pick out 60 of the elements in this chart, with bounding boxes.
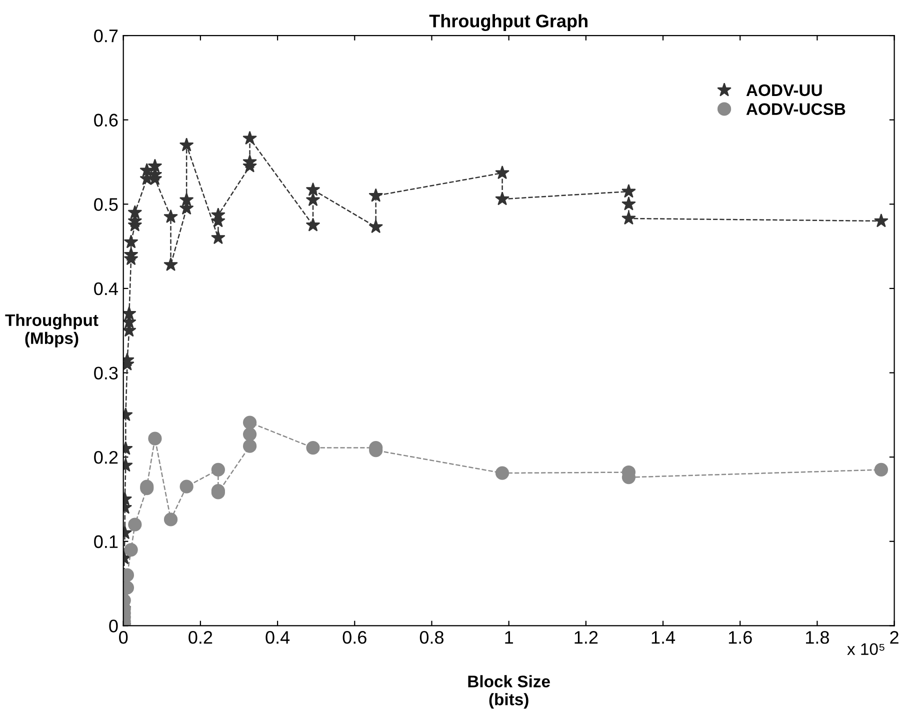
y-tick-label: 0.3	[94, 366, 118, 380]
x-tick-label: 0.2	[188, 631, 212, 644]
point	[495, 192, 510, 206]
point	[179, 138, 194, 152]
point	[242, 439, 257, 453]
point	[622, 184, 636, 198]
y-tick-label: 0.6	[94, 114, 118, 127]
point	[622, 196, 636, 210]
x-tick-label: 0.8	[420, 631, 444, 644]
point	[495, 466, 510, 480]
x-tick-label: 1.2	[574, 631, 598, 644]
point	[124, 543, 138, 557]
point	[164, 209, 178, 223]
point	[368, 188, 383, 202]
point	[211, 230, 226, 244]
point	[306, 192, 320, 206]
point	[148, 158, 162, 172]
x-tick-label: 0.6	[342, 631, 366, 644]
y-tick-label: 0.4	[94, 282, 118, 296]
y-axis-title: Throughput (Mbps)	[5, 314, 98, 348]
point	[306, 182, 320, 196]
x-tick-label: 1.6	[728, 631, 752, 644]
point	[306, 440, 320, 455]
x-tick-label: 1.4	[652, 631, 676, 644]
legend-label: AODV-UU	[746, 84, 822, 96]
point	[123, 306, 136, 320]
y-tick-label: 0.2	[94, 451, 118, 464]
point	[874, 214, 888, 228]
point	[242, 428, 257, 442]
point	[495, 165, 510, 180]
chart-title: Throughput Graph	[429, 14, 588, 32]
y-tick-label: 0.1	[94, 535, 118, 548]
x-tick-label: 1.8	[806, 631, 829, 644]
y-tick-label: 0	[109, 620, 118, 632]
point	[179, 192, 194, 206]
point	[306, 218, 320, 232]
point	[124, 234, 138, 248]
x-tick-label: 0	[119, 631, 128, 644]
point	[622, 210, 636, 225]
text: x 10⁵	[847, 643, 884, 656]
x-tick-label: 1	[505, 631, 513, 644]
point	[180, 480, 194, 494]
point	[242, 130, 257, 145]
point	[211, 462, 225, 477]
point	[874, 462, 888, 477]
y-tick-label: 0.5	[94, 198, 118, 211]
point	[124, 247, 138, 261]
y-tick-label: 0.7	[94, 29, 118, 42]
x-tick-label: 0.4	[266, 631, 290, 644]
point	[148, 432, 162, 446]
point	[242, 154, 257, 168]
point	[368, 219, 383, 234]
point	[128, 518, 142, 532]
point	[128, 205, 142, 219]
point	[164, 512, 178, 526]
point	[242, 416, 257, 430]
point	[164, 257, 178, 272]
x-axis-title: Block Size (bits)	[468, 675, 550, 709]
legend-label: AODV-UCSB	[746, 103, 846, 115]
x-tick-label: 2	[890, 631, 898, 644]
